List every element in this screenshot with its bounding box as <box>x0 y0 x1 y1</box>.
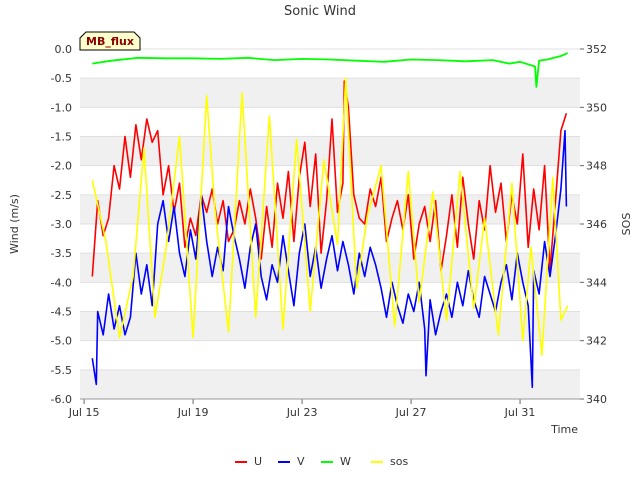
band <box>80 369 580 399</box>
y-tick-label: -1.0 <box>51 101 72 114</box>
y2-tick-label: 348 <box>586 160 607 173</box>
y2-tick-label: 346 <box>586 218 607 231</box>
legend-label-u: U <box>254 455 262 468</box>
badge-box <box>79 31 141 51</box>
y2-tick-label: 350 <box>586 101 607 114</box>
y2-axis-label: SOS <box>620 213 633 236</box>
chart-title: Sonic Wind <box>284 4 356 19</box>
x-tick-label: Jul 27 <box>395 406 427 419</box>
x-tick-label: Jul 15 <box>68 406 100 419</box>
x-tick-label: Jul 19 <box>177 406 209 419</box>
axes: 0.0 -0.5 -1.0 -1.5 -2.0 -2.5 -3.0 -3.5 -4.0 -4.5 -… <box>51 43 607 419</box>
y-tick-label: -3.0 <box>51 218 72 231</box>
y2-tick-label: 340 <box>586 393 607 406</box>
x-axis-label: Time <box>550 423 578 436</box>
y-tick-label: -0.5 <box>51 72 72 85</box>
y-tick-label: -3.5 <box>51 247 72 260</box>
y-tick-label: -2.5 <box>51 189 72 202</box>
x-tick-label: Jul 23 <box>286 406 318 419</box>
y-tick-label: -4.0 <box>51 276 72 289</box>
y-axis-label: Wind (m/s) <box>8 194 21 254</box>
y-tick-label: -2.0 <box>51 160 72 173</box>
y2-tick-label: 352 <box>586 43 607 56</box>
y2-tick-label: 342 <box>586 335 607 348</box>
series-line-w <box>92 52 569 88</box>
series-layer <box>91 52 569 389</box>
x-tick-label: Jul 31 <box>504 406 536 419</box>
y-tick-label: 0.0 <box>55 43 73 56</box>
y-tick-label: -5.5 <box>51 364 72 377</box>
y-tick-label: -5.0 <box>51 335 72 348</box>
legend-label-sos: sos <box>390 455 408 468</box>
y-tick-label: -1.5 <box>51 131 72 144</box>
series-line-sos <box>91 77 569 357</box>
badge-label: MB_flux <box>86 35 134 48</box>
legend-label-w: W <box>340 455 351 468</box>
y2-tick-label: 344 <box>586 276 607 289</box>
badge: MB_flux <box>79 31 141 51</box>
y-tick-label: -4.5 <box>51 306 72 319</box>
legend-label-v: V <box>297 455 305 468</box>
band <box>80 78 580 108</box>
background-bands <box>80 78 580 399</box>
y-tick-label: -6.0 <box>51 393 72 406</box>
